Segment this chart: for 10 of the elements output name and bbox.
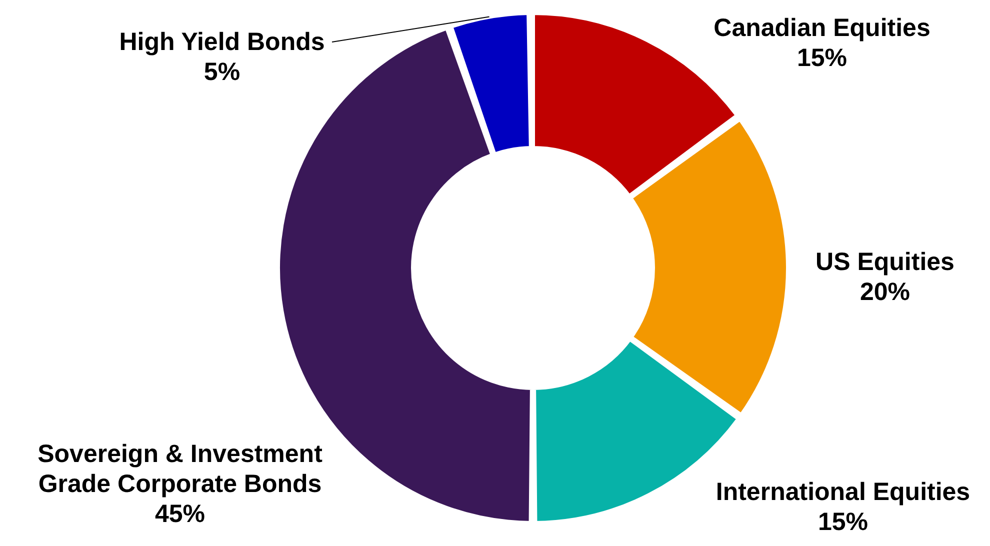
slice-label: High Yield Bonds [119, 28, 325, 56]
slice-label: US Equities [816, 248, 954, 276]
slice-label: Canadian Equities [714, 14, 930, 42]
data-label: 45% [154, 500, 206, 528]
data-label: 15% [796, 44, 848, 72]
data-label: 15% [818, 508, 868, 536]
slice-label: Sovereign & Investment Grade Corporate Bonds [38, 440, 324, 498]
data-label: 5% [204, 58, 240, 86]
slice-label: International Equities [716, 478, 970, 506]
data-label: 20% [860, 278, 910, 306]
